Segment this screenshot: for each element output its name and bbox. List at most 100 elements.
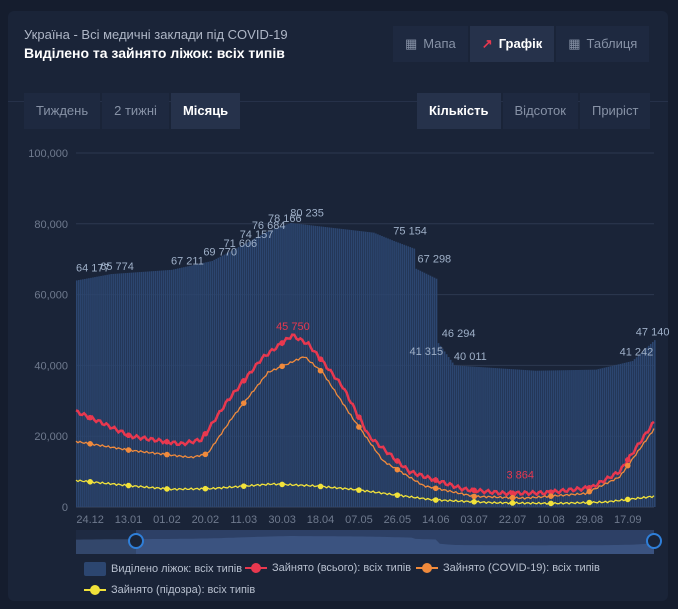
bar — [534, 370, 537, 507]
series-point — [432, 497, 439, 503]
bar — [403, 244, 405, 507]
bar — [213, 259, 216, 507]
x-tick-label: 01.02 — [153, 514, 181, 526]
bar — [476, 366, 478, 507]
bar — [579, 369, 581, 507]
series-point — [202, 430, 209, 437]
series-point — [394, 466, 401, 473]
bar — [522, 369, 525, 507]
bar — [150, 271, 153, 507]
bar — [571, 370, 573, 507]
bar — [209, 261, 211, 507]
bar — [267, 230, 270, 507]
series-point — [432, 485, 439, 492]
bar — [583, 369, 585, 507]
bar — [544, 370, 547, 507]
mode-count[interactable]: Кількість — [417, 93, 501, 129]
series-line-1 — [75, 333, 655, 497]
bar — [425, 273, 428, 507]
navigator-handle[interactable] — [128, 533, 144, 549]
bar — [559, 370, 561, 507]
divider — [8, 101, 668, 102]
bar — [371, 232, 373, 507]
bar — [148, 271, 151, 507]
bar — [239, 246, 242, 508]
bar — [132, 272, 135, 507]
mode-growth[interactable]: Приріст — [579, 93, 651, 129]
bar — [510, 369, 513, 507]
series-point — [509, 500, 516, 506]
bar — [391, 240, 393, 507]
bar — [114, 273, 116, 507]
data-label: 67 211 — [171, 256, 204, 268]
series-point — [624, 457, 631, 463]
series-point — [240, 483, 247, 489]
series-point — [624, 496, 631, 503]
bar — [472, 366, 474, 507]
bar — [231, 250, 234, 507]
bar — [635, 357, 638, 507]
tab-table[interactable]: ▦ Таблиця — [556, 26, 650, 62]
bar — [641, 351, 644, 507]
bar — [296, 223, 298, 507]
bar — [488, 367, 490, 507]
bar — [591, 369, 593, 507]
x-tick-label: 26.05 — [384, 514, 412, 526]
bar — [205, 262, 207, 507]
bar — [249, 240, 252, 507]
bar — [629, 361, 632, 507]
bar — [181, 267, 183, 507]
x-tick-label: 18.04 — [307, 514, 335, 526]
bar — [140, 271, 143, 507]
tab-chart[interactable]: ↗ Графік — [469, 26, 555, 62]
data-label: 3 864 — [506, 470, 534, 482]
navigator-handle[interactable] — [646, 533, 662, 549]
bar — [108, 274, 110, 507]
bar — [623, 362, 626, 507]
mode-percent[interactable]: Відсоток — [502, 93, 578, 129]
bar — [292, 223, 294, 507]
bar — [490, 367, 492, 507]
bar — [421, 271, 424, 507]
bar — [468, 366, 470, 507]
bar — [350, 230, 353, 507]
data-label: 64 177 — [76, 263, 110, 275]
series-line-3 — [75, 479, 655, 505]
bar — [154, 270, 157, 507]
bar — [168, 269, 171, 507]
bar — [76, 280, 78, 507]
bar — [585, 369, 587, 507]
bar — [122, 273, 125, 507]
bar — [548, 370, 551, 507]
period-week[interactable]: Тиждень — [24, 93, 101, 129]
x-tick-label: 10.08 — [537, 514, 565, 526]
data-label: 41 315 — [409, 346, 443, 358]
bar — [480, 367, 482, 507]
period-2weeks[interactable]: 2 тижні — [102, 93, 169, 129]
navigator-selection — [136, 530, 654, 554]
bar — [482, 367, 484, 507]
bar — [330, 227, 333, 507]
bar — [318, 226, 321, 507]
period-month[interactable]: Місяць — [170, 93, 241, 129]
bar — [229, 251, 232, 507]
legend-item-total[interactable]: Зайнято (всього): всіх типів — [245, 562, 411, 574]
bar — [193, 264, 195, 507]
bar — [211, 260, 214, 507]
bar — [338, 228, 341, 507]
bar — [177, 268, 179, 507]
legend-item-covid[interactable]: Зайнято (COVID-19): всіх типів — [416, 562, 600, 574]
legend-label: Виділено ліжок: всіх типів — [111, 563, 243, 575]
bar — [304, 224, 306, 508]
bar — [431, 276, 434, 507]
bar — [302, 224, 304, 507]
tab-map[interactable]: ▦ Мапа — [393, 26, 468, 62]
bar — [411, 247, 414, 507]
legend-item-allocated[interactable]: Виділено ліжок: всіх типів — [84, 562, 242, 576]
bar — [595, 369, 597, 507]
bar — [94, 277, 96, 507]
bar — [336, 228, 339, 508]
bar — [575, 370, 577, 507]
bar — [344, 229, 347, 507]
legend-item-suspect[interactable]: Зайнято (підозра): всіх типів — [84, 584, 255, 596]
